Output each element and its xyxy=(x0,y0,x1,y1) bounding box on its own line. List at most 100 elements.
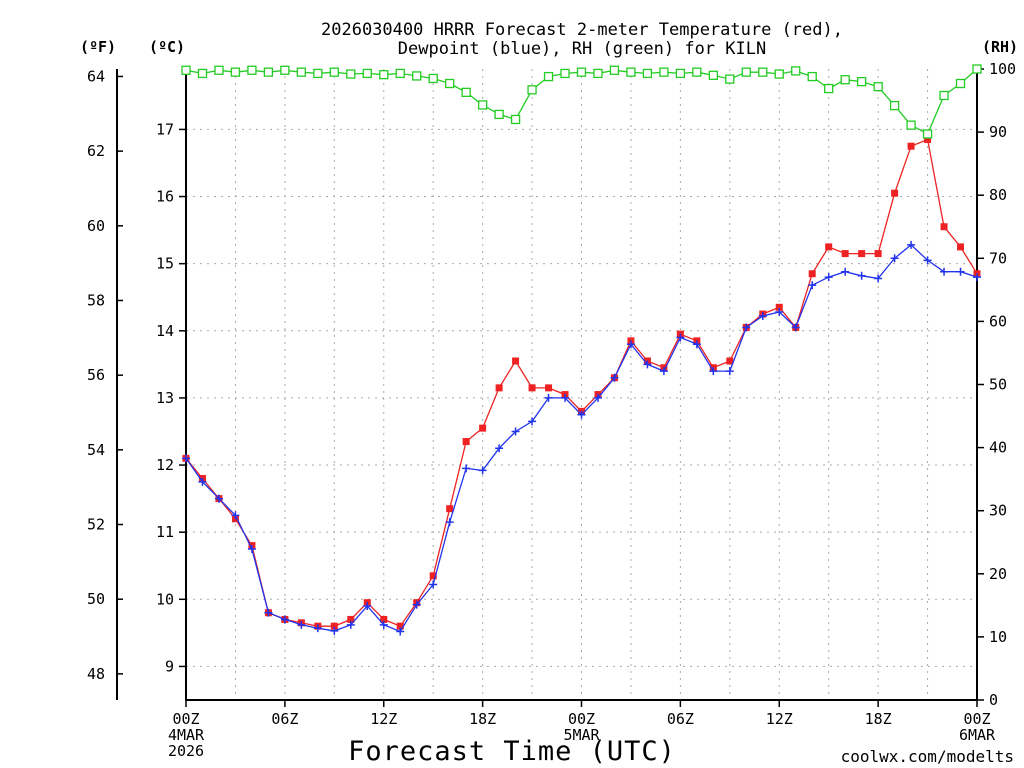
celsius-tick-label: 9 xyxy=(165,657,174,675)
x-tick-label: 2026 xyxy=(168,742,204,760)
temperature-point xyxy=(957,243,965,251)
fahrenheit-tick-label: 62 xyxy=(87,142,105,160)
temperature-point xyxy=(429,572,437,580)
fahrenheit-tick-label: 48 xyxy=(87,665,105,683)
rh-tick-label: 90 xyxy=(989,123,1007,141)
temperature-point xyxy=(495,384,503,392)
temperature-point xyxy=(726,357,734,365)
rh-point xyxy=(856,76,867,87)
x-tick-label: 5MAR xyxy=(563,726,600,744)
celsius-tick-label: 16 xyxy=(156,188,174,206)
dewpoint-point xyxy=(577,410,586,419)
rh-point xyxy=(593,68,603,79)
dewpoint-point xyxy=(841,267,850,276)
celsius-tick-label: 11 xyxy=(156,523,174,541)
rh-point xyxy=(642,68,653,79)
rh-tick-label: 70 xyxy=(989,249,1007,267)
dewpoint-point xyxy=(346,620,355,629)
dewpoint-point xyxy=(593,393,602,402)
dewpoint-point xyxy=(528,417,537,426)
x-tick-label: 12Z xyxy=(370,710,397,728)
celsius-tick-label: 14 xyxy=(156,322,174,340)
rh-point xyxy=(626,67,636,77)
dewpoint-point xyxy=(561,393,570,402)
celsius-tick-label: 13 xyxy=(156,389,174,407)
title-line-1: 2026030400 HRRR Forecast 2-meter Tempera… xyxy=(321,20,843,40)
temperature-point xyxy=(528,384,536,392)
celsius-tick-label: 10 xyxy=(156,590,174,608)
rh-point xyxy=(477,100,488,110)
rh-point xyxy=(214,65,224,75)
dewpoint-point xyxy=(264,608,273,617)
rh-point xyxy=(576,67,587,77)
temperature-point xyxy=(858,250,866,258)
fahrenheit-tick-label: 64 xyxy=(87,67,105,85)
dewpoint-point xyxy=(857,271,866,280)
temperature-point xyxy=(891,189,899,197)
rh-point xyxy=(379,70,389,80)
temperature-point xyxy=(396,622,404,630)
temperature-point xyxy=(874,250,882,258)
temperature-point xyxy=(841,250,849,258)
rh-point xyxy=(725,74,735,84)
dewpoint-point xyxy=(429,580,438,589)
x-tick-label: 06Z xyxy=(667,710,694,728)
celsius-unit-label: (ºC) xyxy=(149,38,185,56)
temperature-point xyxy=(545,384,553,392)
dewpoint-point xyxy=(363,602,372,611)
rh-point xyxy=(197,68,208,79)
temperature-point xyxy=(380,615,388,623)
dewpoint-point xyxy=(758,312,767,321)
dewpoint-point xyxy=(725,367,734,376)
rh-point xyxy=(824,83,834,94)
dewpoint-point xyxy=(791,323,800,332)
dewpoint-point xyxy=(940,267,949,276)
dewpoint-point xyxy=(297,620,306,629)
dewpoint-point xyxy=(330,626,339,635)
rh-point xyxy=(313,68,323,79)
rh-point xyxy=(181,65,191,75)
chart-title: 2026030400 HRRR Forecast 2-meter Tempera… xyxy=(321,20,843,59)
fahrenheit-tick-label: 60 xyxy=(87,217,105,235)
rh-tick-label: 0 xyxy=(989,691,998,709)
rh-point xyxy=(659,67,669,77)
temperature-point xyxy=(512,357,520,365)
rh-point xyxy=(807,71,817,82)
fahrenheit-tick-label: 58 xyxy=(87,291,105,309)
x-tick-label: 00Z xyxy=(172,710,199,728)
temperature-point xyxy=(808,270,816,278)
dewpoint-point xyxy=(890,254,899,263)
rh-point xyxy=(543,71,554,82)
rh-point xyxy=(263,67,274,77)
temperature-point xyxy=(775,303,783,311)
rh-point xyxy=(461,87,471,97)
temperature-point xyxy=(446,505,454,513)
rh-point xyxy=(939,90,949,101)
rh-point xyxy=(280,65,290,75)
fahrenheit-tick-label: 54 xyxy=(87,441,105,459)
dewpoint-point xyxy=(379,620,388,629)
dewpoint-point xyxy=(214,494,223,503)
temperature-point xyxy=(330,622,338,630)
x-tick-label: 00Z xyxy=(963,710,990,728)
rh-point xyxy=(609,65,620,75)
rh-point xyxy=(494,109,504,120)
temperature-point xyxy=(479,424,487,432)
temperature-point xyxy=(924,135,932,143)
rh-point xyxy=(774,69,784,79)
series xyxy=(181,64,982,636)
rh-point xyxy=(527,85,537,95)
rh-point xyxy=(230,67,241,77)
dewpoint-point xyxy=(626,340,635,349)
title-line-2: Dewpoint (blue), RH (green) for KILN xyxy=(398,39,766,59)
dewpoint-point xyxy=(198,477,207,486)
x-tick-label: 6MAR xyxy=(959,726,996,744)
rh-point xyxy=(889,100,900,111)
celsius-tick-label: 15 xyxy=(156,255,174,273)
temperature-point xyxy=(825,243,833,251)
dewpoint-point xyxy=(659,367,668,376)
rh-tick-label: 100 xyxy=(989,60,1016,78)
rh-point xyxy=(972,64,982,74)
dewpoint-point xyxy=(742,323,751,332)
rh-point xyxy=(247,65,257,75)
